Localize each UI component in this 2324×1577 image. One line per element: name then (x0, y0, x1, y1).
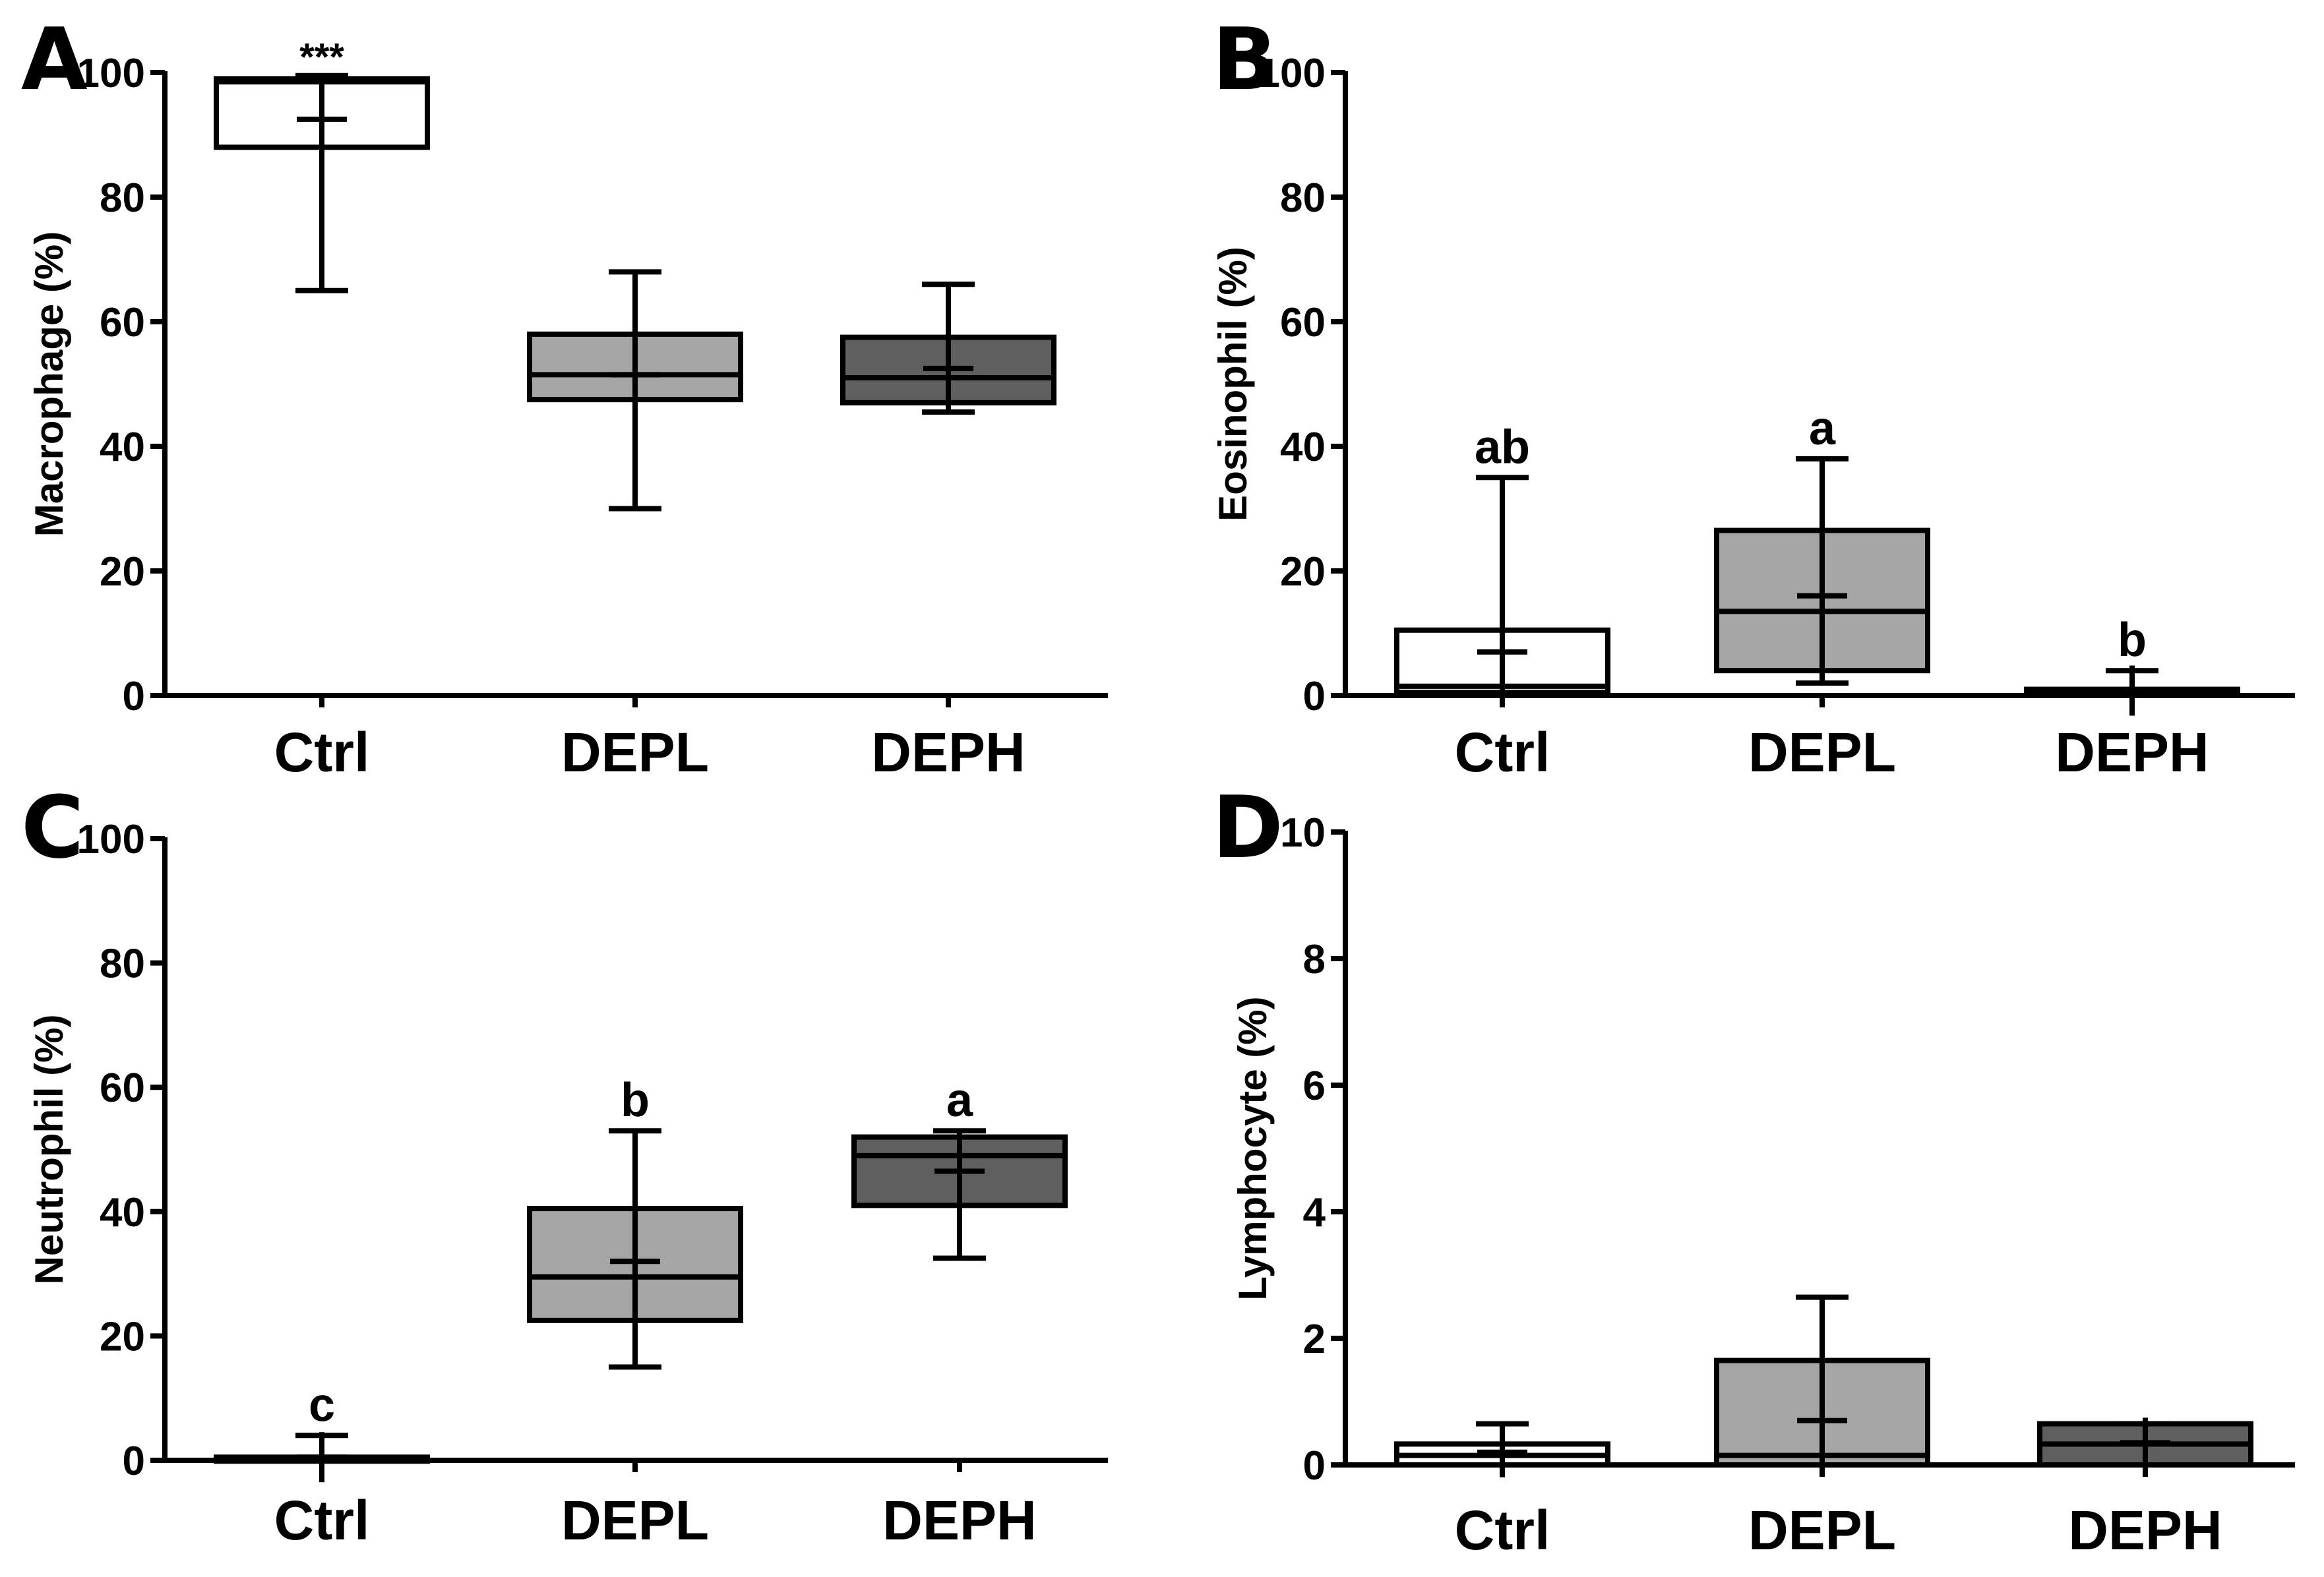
y-tick-label: 20 (100, 549, 145, 595)
y-axis-label: Neutrophil (%) (27, 1015, 71, 1285)
y-tick-label: 0 (123, 674, 145, 719)
significance-label: b (2118, 614, 2147, 667)
significance-label: a (946, 1074, 973, 1127)
y-tick-label: 20 (1280, 549, 1326, 595)
box-ctrl: *** (214, 36, 430, 293)
y-tick-label: 4 (1303, 1190, 1326, 1235)
x-category-label: DEPL (561, 721, 709, 783)
y-tick-label: 6 (1303, 1063, 1326, 1109)
x-category-label: DEPL (561, 1489, 709, 1551)
y-tick-label: 60 (100, 300, 145, 345)
y-tick-label: 80 (100, 175, 145, 221)
panel-a: A 0 20 40 60 80 100 Macrophage (%) *** Ctrl DEPL DE… (21, 9, 1108, 783)
panel-letter: A (21, 9, 88, 109)
x-category-label: DEPH (2068, 1499, 2222, 1561)
y-tick-label: 2 (1303, 1317, 1326, 1362)
x-category-label: DEPH (882, 1489, 1036, 1551)
panel-letter: D (1212, 777, 1283, 878)
significance-label: a (1809, 402, 1836, 455)
x-category-label: Ctrl (1455, 1499, 1550, 1561)
y-tick-label: 40 (1280, 425, 1326, 470)
y-axis-label: Macrophage (%) (27, 231, 71, 537)
x-category-label: Ctrl (274, 721, 370, 783)
y-tick-label: 40 (100, 425, 145, 470)
y-tick-label: 0 (1303, 1443, 1326, 1489)
y-tick-label: 100 (77, 817, 145, 862)
box-ctrl: ab (1394, 421, 1610, 698)
significance-label: *** (299, 36, 344, 79)
significance-label: c (309, 1379, 335, 1431)
x-category-label: DEPL (1748, 721, 1896, 783)
x-category-label: DEPH (871, 721, 1025, 783)
y-axis-label: Lymphocyte (%) (1231, 996, 1275, 1300)
y-tick-label: 80 (100, 941, 145, 987)
x-category-label: DEPL (1748, 1499, 1896, 1561)
panel-c: C 0 20 40 60 80 100 Neutrophil (%) c Ctrl b DEPL a DE… (21, 777, 1108, 1551)
box-deph: a (851, 1074, 1068, 1261)
x-category-label: DEPH (2055, 721, 2209, 783)
box-depl (527, 269, 743, 512)
y-tick-label: 40 (100, 1190, 145, 1235)
y-tick-label: 0 (1303, 674, 1326, 719)
y-tick-label: 10 (1280, 810, 1326, 856)
box-depl: a (1714, 402, 1930, 686)
y-tick-label: 80 (1280, 175, 1326, 221)
significance-label: b (621, 1074, 650, 1127)
y-tick-label: 100 (77, 51, 145, 96)
y-tick-label: 8 (1303, 937, 1326, 982)
box-deph (2037, 1417, 2253, 1468)
y-tick-label: 60 (100, 1065, 145, 1111)
panel-letter: B (1212, 9, 1277, 109)
box-depl (1714, 1294, 1930, 1468)
panel-b: B 0 20 40 60 80 100 Eosinophil (%) ab Ctrl a DEPL b D… (1211, 9, 2295, 783)
y-tick-label: 60 (1280, 300, 1326, 345)
y-tick-label: 20 (100, 1314, 145, 1359)
panel-letter: C (21, 777, 84, 878)
panel-d: D 0 2 4 6 8 10 Lymphocyte (%) Ctrl DEPL DEPH (1212, 777, 2295, 1561)
y-tick-label: 0 (123, 1439, 145, 1484)
x-category-label: Ctrl (274, 1489, 370, 1551)
y-axis-label: Eosinophil (%) (1211, 247, 1255, 521)
x-category-label: Ctrl (1455, 721, 1550, 783)
y-tick-label: 100 (1258, 51, 1326, 96)
box-depl: b (527, 1074, 743, 1370)
significance-label: ab (1475, 421, 1530, 473)
box-deph (840, 282, 1056, 415)
